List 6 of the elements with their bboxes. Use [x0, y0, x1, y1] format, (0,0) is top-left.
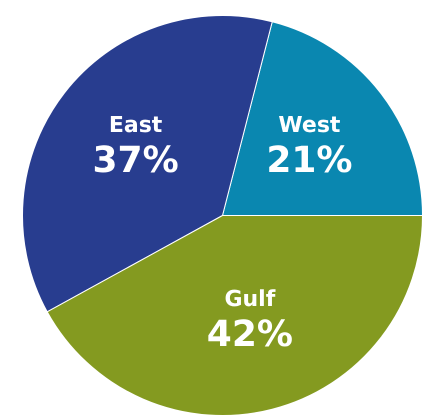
slice-label: West	[278, 113, 341, 138]
data-label: 21%	[266, 140, 353, 182]
slice-label: Gulf	[224, 287, 276, 312]
slice-label: East	[108, 113, 163, 138]
data-label: 42%	[206, 314, 293, 356]
data-label: 37%	[92, 140, 179, 182]
